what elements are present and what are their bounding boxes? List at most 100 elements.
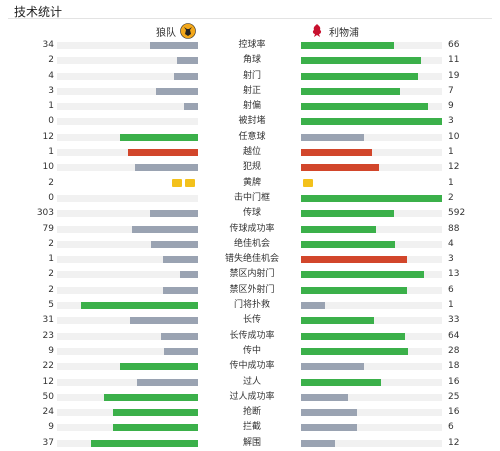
stat-label: 绝佳机会 (233, 238, 270, 249)
home-stat-value: 5 (48, 300, 54, 311)
stat-label: 黄牌 (242, 177, 261, 188)
home-stat-track (57, 118, 198, 126)
away-stat-value: 13 (448, 269, 460, 280)
home-stat-bar (183, 103, 198, 111)
home-stat-track (57, 363, 198, 371)
liverbird-badge-icon (309, 23, 325, 39)
home-stat-bar (80, 302, 198, 310)
home-stat-bar (174, 72, 198, 80)
title-divider (8, 18, 492, 19)
home-stat-value: 24 (42, 407, 54, 418)
home-stat-value: 37 (42, 437, 54, 448)
away-stat-value: 66 (448, 40, 460, 50)
away-stat-bar (301, 317, 375, 325)
away-stat-value: 11 (448, 55, 460, 66)
stat-row: 4 射门 19 (0, 69, 500, 84)
away-stat-track (301, 332, 442, 340)
away-stat-track (301, 439, 442, 447)
stat-row: 12 过人 16 (0, 375, 500, 390)
stat-row: 3 射正 7 (0, 84, 500, 99)
away-stat-value: 4 (448, 238, 454, 249)
away-stat-track (301, 393, 442, 401)
stat-row: 22 传中成功率 18 (0, 359, 500, 374)
away-stat-bar (301, 424, 358, 432)
stat-row: 9 拦截 6 (0, 420, 500, 435)
away-stat-bar (301, 103, 428, 111)
stat-label: 传球成功率 (229, 223, 275, 234)
stat-label: 传中成功率 (229, 361, 275, 372)
stat-row: 2 禁区内射门 13 (0, 267, 500, 282)
home-stat-track (57, 133, 198, 141)
home-stat-track (57, 409, 198, 417)
home-stat-track (57, 72, 198, 80)
home-yellow-cards (172, 178, 195, 187)
home-stat-track (57, 225, 198, 233)
home-stat-track (57, 210, 198, 218)
away-stat-bar (301, 87, 400, 95)
away-stat-bar (301, 286, 407, 294)
away-stat-bar (301, 347, 409, 355)
stat-label: 过人 (242, 376, 261, 387)
yellow-card-icon (303, 178, 313, 187)
away-stat-value: 28 (448, 345, 460, 356)
away-stat-value: 3 (448, 116, 454, 127)
home-stat-value: 22 (42, 361, 54, 372)
home-stat-bar (113, 409, 198, 417)
away-stat-bar (301, 118, 442, 126)
home-stat-value: 9 (48, 422, 54, 433)
away-stat-bar (301, 393, 348, 401)
stat-row: 0 击中门框 2 (0, 191, 500, 206)
home-stat-track (57, 103, 198, 111)
home-stat-bar (176, 57, 198, 65)
home-stat-bar (131, 225, 198, 233)
away-stat-value: 1 (448, 300, 454, 311)
away-stat-bar (301, 363, 365, 371)
away-stat-value: 2 (448, 192, 454, 203)
away-stat-track (301, 363, 442, 371)
stat-row: 1 越位 1 (0, 145, 500, 160)
home-stat-track (57, 87, 198, 95)
stat-label: 犯规 (242, 162, 261, 173)
away-stat-value: 88 (448, 223, 460, 234)
away-stat-bar (301, 72, 419, 80)
away-stat-value: 16 (448, 407, 460, 418)
away-stat-value: 6 (448, 422, 454, 433)
away-stat-bar (301, 439, 335, 447)
stats-table: 34 控球率 66 2 角球 11 4 射门 19 3 射正 7 1 射偏 9 0 被封堵 3 12 任意球 10 1 越位… (0, 38, 500, 451)
home-stat-value: 50 (42, 391, 54, 402)
stat-label: 禁区外射门 (229, 284, 275, 295)
home-stat-track (57, 317, 198, 325)
home-stat-value: 3 (48, 85, 54, 96)
home-stat-value: 31 (42, 315, 54, 326)
stat-label: 解围 (242, 437, 261, 448)
away-stat-bar (301, 240, 396, 248)
stat-row: 2 角球 11 (0, 53, 500, 68)
away-stat-track (301, 409, 442, 417)
stat-row: 2 禁区外射门 6 (0, 283, 500, 298)
stat-label: 长传成功率 (229, 330, 275, 341)
stat-row: 0 被封堵 3 (0, 114, 500, 129)
away-stat-value: 33 (448, 315, 460, 326)
stat-label: 抢断 (242, 407, 261, 418)
wolf-badge-icon (180, 23, 196, 39)
away-stat-track (301, 194, 442, 202)
away-stat-value: 7 (448, 85, 454, 96)
away-stat-track (301, 286, 442, 294)
home-stat-bar (155, 87, 198, 95)
away-stat-value: 1 (448, 177, 454, 188)
home-stat-value: 2 (48, 269, 54, 280)
home-stat-value: 2 (48, 177, 54, 188)
stat-row: 5 门将扑救 1 (0, 298, 500, 313)
away-team-header: 利物浦 (305, 22, 359, 40)
home-stat-track (57, 57, 198, 65)
stat-label: 控球率 (238, 40, 266, 50)
away-stat-value: 592 (448, 208, 466, 219)
home-stat-bar (161, 332, 198, 340)
away-stat-track (301, 57, 442, 65)
home-stat-value: 1 (48, 101, 54, 112)
home-stat-bar (137, 378, 198, 386)
away-stat-bar (301, 225, 376, 233)
home-stat-bar (164, 347, 198, 355)
home-stat-value: 0 (48, 116, 54, 127)
stat-label: 射偏 (242, 101, 261, 112)
